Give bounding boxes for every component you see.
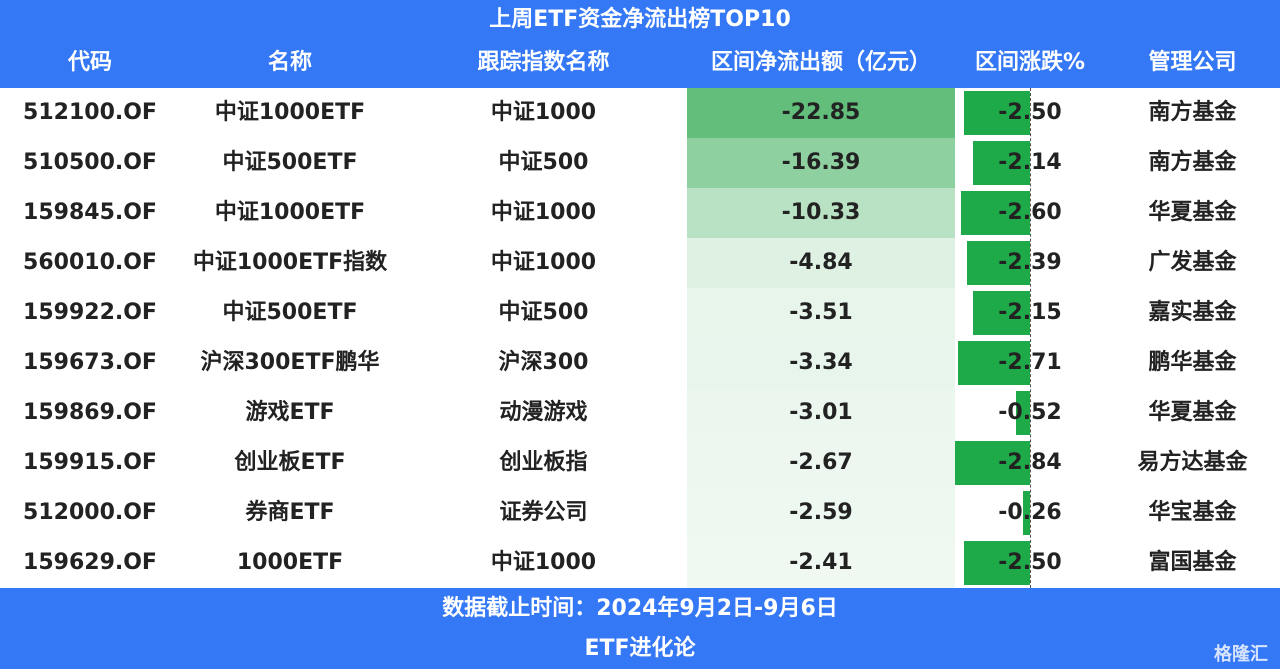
column-header: 区间净流出额（亿元） (710, 50, 931, 75)
table-cell: 动漫游戏 (499, 400, 588, 425)
column-header: 管理公司 (1148, 50, 1237, 75)
watermark: 格隆汇 (1214, 644, 1268, 665)
table-cell: -22.85 (781, 100, 861, 125)
heat-cell (687, 438, 955, 488)
table-cell: 券商ETF (245, 500, 335, 525)
table-cell: -3.51 (789, 300, 853, 325)
table-cell: -3.01 (789, 400, 853, 425)
table-cell: 中证1000 (490, 250, 597, 275)
table-cell: 159629.OF (23, 550, 157, 575)
table-cell: -2.84 (998, 450, 1062, 475)
change-bar (973, 141, 1030, 185)
title: 上周ETF资金净流出榜TOP10 (0, 0, 1280, 38)
table-cell: -0.26 (998, 500, 1062, 525)
table-cell: 512100.OF (23, 100, 157, 125)
table-cell: -2.14 (998, 150, 1062, 175)
table-cell: -16.39 (781, 150, 861, 175)
table-cell: 沪深300ETF鹏华 (200, 350, 380, 375)
heat-cell (687, 288, 955, 338)
heat-cell (687, 238, 955, 288)
change-bar (1023, 491, 1030, 535)
table-cell: 159915.OF (23, 450, 157, 475)
change-bar (961, 191, 1030, 235)
table-cell: 中证500ETF (222, 300, 358, 325)
table-cell: 510500.OF (23, 150, 157, 175)
table-cell: 159922.OF (23, 300, 157, 325)
table-cell: -2.67 (789, 450, 853, 475)
heat-cell (687, 338, 955, 388)
table-cell: -3.34 (789, 350, 853, 375)
table-cell: 中证1000 (490, 100, 597, 125)
table-cell: -2.50 (998, 550, 1062, 575)
table-cell: 易方达基金 (1137, 450, 1248, 475)
heat-cell (687, 188, 955, 238)
table-cell: 159869.OF (23, 400, 157, 425)
change-bar (973, 291, 1030, 335)
table-cell: -2.39 (998, 250, 1062, 275)
change-bar (963, 91, 1030, 135)
column-header: 代码 (67, 50, 112, 75)
table-cell: 1000ETF (236, 550, 344, 575)
table-cell: 华夏基金 (1148, 200, 1237, 225)
heat-cell (687, 88, 955, 138)
table-cell: 中证500ETF (222, 150, 358, 175)
table-cell: 创业板ETF (234, 450, 346, 475)
table-cell: 游戏ETF (245, 400, 335, 425)
table-cell: 证券公司 (499, 500, 588, 525)
bar-axis (1030, 88, 1031, 588)
change-bar (955, 441, 1030, 485)
footer-band (0, 588, 1280, 669)
table-cell: 南方基金 (1148, 150, 1237, 175)
table-cell: 广发基金 (1148, 250, 1237, 275)
table-cell: 560010.OF (23, 250, 157, 275)
column-header: 名称 (267, 50, 312, 75)
column-header: 区间涨跌% (974, 50, 1086, 75)
table-cell: -4.84 (789, 250, 853, 275)
table-cell: -2.60 (998, 200, 1062, 225)
change-bar (1016, 391, 1030, 435)
table-cell: 中证1000ETF (214, 100, 366, 125)
table-cell: 鹏华基金 (1148, 350, 1237, 375)
table-cell: 159673.OF (23, 350, 157, 375)
column-header: 跟踪指数名称 (477, 50, 610, 75)
table-cell: 华夏基金 (1148, 400, 1237, 425)
table-cell: -2.15 (998, 300, 1062, 325)
table-cell: 中证1000 (490, 550, 597, 575)
change-bar (966, 241, 1030, 285)
heat-cell (687, 538, 955, 588)
table-cell: -2.59 (789, 500, 853, 525)
heat-cell (687, 488, 955, 538)
table-cell: 中证1000 (490, 200, 597, 225)
table-cell: 中证500 (498, 150, 589, 175)
footer-note: 数据截止时间：2024年9月2日-9月6日 (442, 596, 838, 621)
table-cell: 159845.OF (23, 200, 157, 225)
table-cell: 中证1000ETF (214, 200, 366, 225)
table-cell: 华宝基金 (1148, 500, 1237, 525)
change-bar (963, 541, 1030, 585)
table-cell: 沪深300 (498, 350, 589, 375)
table-cell: 512000.OF (23, 500, 157, 525)
change-bar (958, 341, 1030, 385)
table-cell: 富国基金 (1148, 550, 1237, 575)
table-cell: -10.33 (781, 200, 861, 225)
table-cell: -2.71 (998, 350, 1062, 375)
table-cell: 中证500 (498, 300, 589, 325)
table-cell: -0.52 (998, 400, 1062, 425)
table-cell: 创业板指 (499, 450, 588, 475)
footer-source: ETF进化论 (584, 636, 696, 661)
heat-cell (687, 388, 955, 438)
table-cell: 嘉实基金 (1148, 300, 1237, 325)
table-cell: -2.41 (789, 550, 853, 575)
heat-cell (687, 138, 955, 188)
table-cell: 中证1000ETF指数 (192, 250, 388, 275)
table-cell: -2.50 (998, 100, 1062, 125)
table-cell: 南方基金 (1148, 100, 1237, 125)
